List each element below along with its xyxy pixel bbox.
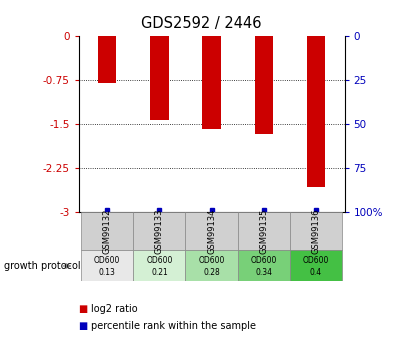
Text: 0.34: 0.34 [255,268,272,277]
Bar [255,36,273,134]
Text: GSM99134: GSM99134 [207,208,216,254]
Text: 0.21: 0.21 [151,268,168,277]
Text: 0.4: 0.4 [310,268,322,277]
Bar [133,250,185,281]
Bar [81,212,133,250]
Bar [81,250,133,281]
Text: GSM99132: GSM99132 [103,208,112,254]
Text: OD600: OD600 [94,256,120,265]
Text: growth protocol: growth protocol [4,261,81,271]
Text: OD600: OD600 [303,256,329,265]
Bar [290,250,342,281]
Bar [185,212,238,250]
Bar [307,36,325,187]
Text: OD600: OD600 [198,256,225,265]
Bar [150,36,168,119]
Text: GSM99136: GSM99136 [312,208,320,254]
Bar [185,250,238,281]
Bar [98,36,116,83]
Text: 0.13: 0.13 [99,268,116,277]
Text: 0.28: 0.28 [203,268,220,277]
Text: OD600: OD600 [146,256,172,265]
Bar [133,212,185,250]
Text: GSM99135: GSM99135 [259,208,268,254]
Text: ■: ■ [79,304,88,314]
Text: percentile rank within the sample: percentile rank within the sample [91,321,256,331]
Bar [238,250,290,281]
Text: OD600: OD600 [251,256,277,265]
Text: ■: ■ [79,321,88,331]
Text: log2 ratio: log2 ratio [91,304,137,314]
Bar [238,212,290,250]
Text: GDS2592 / 2446: GDS2592 / 2446 [141,16,262,30]
Bar [290,212,342,250]
Bar [202,36,221,129]
Text: GSM99133: GSM99133 [155,208,164,254]
